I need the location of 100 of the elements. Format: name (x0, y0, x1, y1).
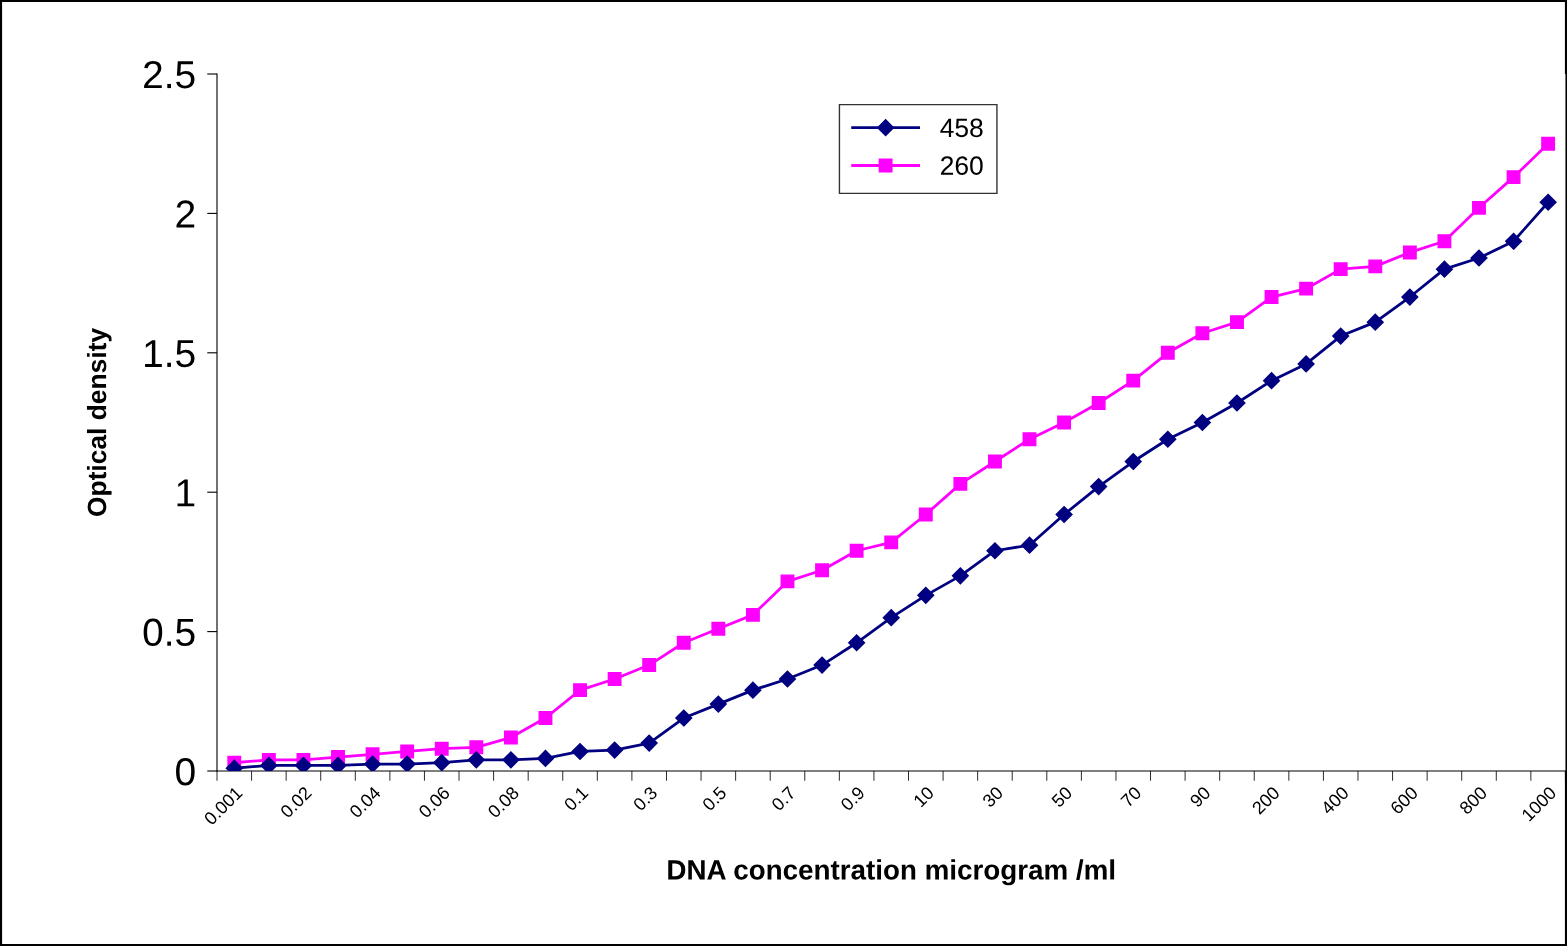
x-tick-label: 0.5 (701, 785, 728, 812)
point (364, 755, 382, 771)
point (709, 695, 727, 713)
point (848, 634, 866, 652)
point (1541, 136, 1556, 151)
x-tick-label: 0.1 (563, 785, 589, 812)
point (1090, 478, 1108, 496)
point (538, 711, 553, 725)
x-tick-label: 30 (981, 785, 1004, 808)
x-tick-label: 600 (1389, 785, 1419, 815)
point (606, 741, 624, 759)
point (1230, 315, 1244, 330)
point (1401, 288, 1419, 306)
x-tick-label: 50 (1050, 785, 1073, 808)
point (778, 670, 797, 688)
point (744, 681, 762, 699)
y-tick-label: 2 (176, 200, 195, 228)
point (571, 742, 589, 761)
point (1160, 345, 1175, 360)
point (884, 535, 899, 550)
point (676, 635, 691, 650)
point (1124, 452, 1142, 471)
point (642, 658, 657, 673)
point (1126, 373, 1141, 388)
point (1437, 234, 1452, 249)
point (434, 741, 449, 756)
x-tick-label: 0.9 (839, 785, 866, 812)
x-tick-label: 800 (1458, 785, 1488, 816)
x-tick-label: 400 (1320, 785, 1350, 816)
y-axis-title: Optical density (86, 328, 112, 516)
point (1333, 262, 1348, 277)
point (260, 756, 278, 771)
x-tick-label: 0.08 (486, 785, 520, 819)
legend-label: 458 (940, 118, 983, 138)
point (1228, 394, 1246, 412)
point (917, 586, 935, 604)
x-tick-label: 0.06 (417, 785, 451, 819)
point (573, 683, 587, 698)
point (951, 567, 969, 585)
x-tick-label: 90 (1189, 785, 1212, 808)
point (1332, 327, 1350, 345)
point (1506, 170, 1521, 185)
point (1264, 290, 1279, 304)
x-tick-label: 70 (1120, 785, 1143, 808)
point (640, 734, 658, 752)
x-tick-label: 0.3 (632, 785, 659, 812)
point (536, 749, 555, 768)
x-tick-label: 200 (1251, 785, 1281, 815)
y-tick-label: 0.5 (143, 618, 195, 647)
y-tick-label: 2.5 (144, 60, 195, 89)
x-tick-label: 10 (912, 785, 935, 808)
point (1297, 355, 1315, 373)
point (882, 609, 900, 627)
point (398, 755, 416, 771)
point (953, 476, 968, 491)
point (675, 709, 693, 727)
point (780, 574, 795, 589)
y-tick-label: 0 (176, 757, 195, 786)
point (1402, 245, 1417, 260)
x-tick-label: 0.02 (279, 785, 313, 819)
point (813, 656, 831, 674)
point (1193, 413, 1211, 432)
point (1470, 249, 1488, 267)
point (711, 621, 726, 636)
point (1020, 536, 1039, 554)
legend-label: 260 (941, 156, 983, 175)
point (1368, 259, 1383, 274)
point (1435, 260, 1453, 278)
x-tick-label: 0.7 (770, 785, 797, 812)
point (1055, 505, 1073, 524)
y-tick-label: 1.5 (145, 340, 195, 368)
point (1299, 281, 1314, 296)
y-tick-label: 1 (177, 479, 195, 507)
point (433, 754, 451, 771)
point (1472, 200, 1486, 215)
point (607, 672, 622, 686)
point (986, 542, 1004, 560)
point (1505, 232, 1523, 250)
x-axis-title: DNA concentration microgram /ml (668, 859, 1115, 886)
point (503, 730, 518, 745)
point (1091, 396, 1106, 410)
point (815, 563, 830, 578)
point (987, 454, 1002, 469)
point (1057, 415, 1072, 430)
point (745, 607, 760, 622)
point (1159, 430, 1177, 448)
point (1022, 432, 1037, 447)
point (400, 744, 415, 759)
point (467, 751, 485, 769)
x-tick-label: 0.04 (348, 785, 382, 819)
point (294, 756, 312, 771)
point (849, 543, 864, 558)
point (502, 751, 520, 769)
point (329, 756, 347, 771)
point (918, 507, 933, 522)
point (1366, 313, 1384, 331)
point (469, 740, 484, 755)
point (1195, 326, 1210, 341)
point (1262, 372, 1281, 390)
point (1539, 193, 1557, 211)
